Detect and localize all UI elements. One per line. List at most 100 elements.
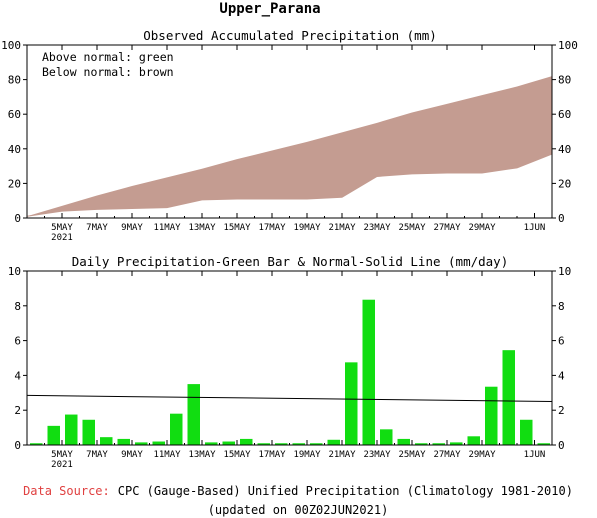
x-tick-label: 5MAY [51, 450, 73, 460]
y-tick-label-right: 0 [558, 439, 565, 452]
daily-precip-bar [502, 350, 515, 445]
x-tick-label: 25MAY [398, 223, 426, 233]
daily-precip-bar [82, 419, 95, 445]
x-tick-label: 11MAY [153, 450, 181, 460]
daily-precip-bar [152, 441, 165, 445]
daily-precip-bar [432, 443, 445, 445]
y-tick-label-right: 10 [558, 265, 571, 278]
x-tick-label: 13MAY [188, 450, 216, 460]
daily-precip-bar [450, 442, 463, 445]
x-tick-label: 1JUN [524, 223, 546, 233]
daily-panel: 0 0 2 2 4 4 6 6 8 8 10 10 5MAY 7MAY 9MAY 11MAY 13MAY 15MA… [8, 265, 572, 470]
daily-precip-bar [292, 443, 305, 445]
x-tick-label: 17MAY [258, 223, 286, 233]
y-tick-label-right: 40 [558, 143, 571, 156]
y-tick-label-right: 0 [558, 212, 565, 225]
x-tick-label: 9MAY [121, 450, 143, 460]
accumulated-plot-frame [26, 44, 553, 219]
y-tick-label-right: 100 [558, 39, 578, 52]
daily-precip-bar [65, 414, 78, 445]
daily-precip-bar [275, 443, 288, 445]
y-tick-label-left: 20 [8, 177, 21, 190]
daily-precip-bar [345, 362, 358, 445]
daily-precip-bar [222, 441, 235, 445]
legend-above-normal: Above normal: green [42, 50, 174, 64]
x-tick-label: 23MAY [363, 450, 391, 460]
x-tick-label: 23MAY [363, 223, 391, 233]
y-tick-label-right: 8 [558, 300, 565, 313]
normal-daily-line [26, 394, 553, 402]
daily-subtitle: Daily Precipitation-Green Bar & Normal-S… [72, 254, 509, 269]
y-tick-label-right: 6 [558, 335, 565, 348]
x-tick-label: 29MAY [468, 450, 496, 460]
y-tick-label-left: 0 [14, 439, 21, 452]
x-tick-label: 7MAY [86, 223, 108, 233]
x-tick-label: 19MAY [293, 450, 321, 460]
daily-precip-bar [520, 419, 533, 445]
x-tick-label: 27MAY [433, 223, 461, 233]
daily-precip-bar [205, 442, 218, 445]
x-tick-label: 1JUN [524, 450, 546, 460]
daily-precip-bar [467, 436, 480, 445]
x-tick-label: 5MAY [51, 223, 73, 233]
daily-precip-bar [135, 442, 148, 445]
y-tick-label-left: 0 [14, 212, 21, 225]
y-tick-label-left: 80 [8, 74, 21, 87]
y-tick-label-left: 60 [8, 108, 21, 121]
y-tick-label-right: 4 [558, 369, 565, 382]
daily-precip-bar [187, 384, 200, 445]
daily-precip-bar [380, 429, 393, 445]
x-tick-label: 19MAY [293, 223, 321, 233]
x-tick-label: 7MAY [86, 450, 108, 460]
y-tick-label-left: 6 [14, 335, 21, 348]
y-tick-label-right: 80 [558, 74, 571, 87]
updated-note: (updated on 00Z02JUN2021) [208, 503, 389, 517]
daily-precip-bar [362, 299, 375, 445]
x-tick-label: 13MAY [188, 223, 216, 233]
daily-plot-frame [26, 270, 553, 446]
x-tick-label: 21MAY [328, 223, 356, 233]
daily-precip-bar [485, 386, 498, 445]
y-tick-label-left: 4 [14, 369, 21, 382]
daily-precip-bar [47, 425, 60, 445]
data-source: Data Source: CPC (Gauge-Based) Unified Pr… [23, 484, 573, 498]
daily-precip-bar [397, 438, 410, 445]
y-tick-label-right: 60 [558, 108, 571, 121]
daily-precip-bar [327, 439, 340, 445]
x-year-label: 2021 [51, 233, 73, 243]
accumulated-subtitle: Observed Accumulated Precipitation (mm) [143, 28, 437, 43]
daily-precip-bar [30, 443, 43, 445]
below-normal-area [27, 76, 552, 217]
x-tick-label: 15MAY [223, 223, 251, 233]
x-tick-label: 11MAY [153, 223, 181, 233]
daily-precip-bar [117, 438, 130, 445]
y-tick-label-left: 10 [8, 265, 21, 278]
x-tick-label: 25MAY [398, 450, 426, 460]
y-tick-label-right: 20 [558, 177, 571, 190]
legend-below-normal: Below normal: brown [42, 65, 174, 79]
daily-precip-bar [310, 443, 323, 445]
y-tick-label-left: 40 [8, 143, 21, 156]
daily-precip-bar [240, 438, 253, 445]
x-tick-label: 21MAY [328, 450, 356, 460]
x-tick-label: 15MAY [223, 450, 251, 460]
observed-accumulation-line [26, 153, 553, 217]
x-tick-label: 27MAY [433, 450, 461, 460]
daily-precip-bar [537, 443, 550, 445]
y-tick-label-left: 8 [14, 300, 21, 313]
daily-precip-bar [415, 443, 428, 445]
x-tick-label: 29MAY [468, 223, 496, 233]
daily-precip-bar [170, 413, 183, 445]
source-text: CPC (Gauge-Based) Unified Precipitation … [118, 484, 573, 498]
source-label: Data Source: [23, 484, 110, 498]
x-tick-label: 17MAY [258, 450, 286, 460]
y-tick-label-left: 100 [1, 39, 21, 52]
x-year-label: 2021 [51, 460, 73, 470]
y-tick-label-left: 2 [14, 404, 21, 417]
daily-precip-bar [257, 443, 270, 445]
accumulated-panel: 0 0 20 20 40 40 60 60 80 80 100 100 5MAY 7MAY 9MAY 11MA… [1, 39, 578, 243]
daily-precip-bar [100, 437, 113, 445]
x-tick-label: 9MAY [121, 223, 143, 233]
y-tick-label-right: 2 [558, 404, 565, 417]
